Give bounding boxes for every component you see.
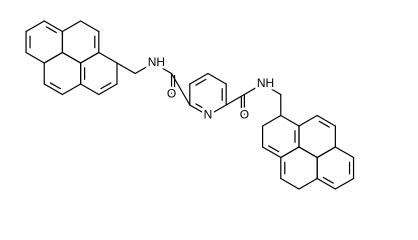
bond xyxy=(262,114,282,127)
bond xyxy=(189,104,209,117)
bonds xyxy=(25,20,355,190)
bond xyxy=(322,176,334,184)
bond xyxy=(25,51,45,64)
bond xyxy=(207,72,227,85)
bond xyxy=(43,20,64,33)
bond xyxy=(316,146,336,159)
bond xyxy=(334,146,355,159)
bond xyxy=(318,120,330,128)
bond xyxy=(261,83,282,96)
atom-label: NH xyxy=(148,55,165,69)
bond xyxy=(49,82,61,90)
bond xyxy=(280,177,300,190)
bond xyxy=(298,177,318,190)
bond xyxy=(243,83,264,96)
atom-label: NH xyxy=(257,76,274,90)
bond xyxy=(268,145,280,153)
bond xyxy=(25,20,45,33)
bond xyxy=(80,83,100,96)
bond xyxy=(134,62,154,75)
bond xyxy=(334,177,355,190)
bond xyxy=(43,51,64,64)
bond xyxy=(98,83,118,96)
atom-labels: NH O N O NH xyxy=(145,53,277,125)
molecule-diagram: NH O N O NH xyxy=(25,20,355,190)
atom-label: N xyxy=(204,108,213,122)
bond xyxy=(195,78,207,86)
bond xyxy=(280,114,300,127)
bond xyxy=(61,51,82,64)
bond xyxy=(61,83,82,96)
bond xyxy=(280,146,300,159)
bond xyxy=(207,104,227,117)
atom-label: O xyxy=(167,87,176,101)
bond xyxy=(298,114,318,127)
bond xyxy=(262,146,282,159)
bond xyxy=(195,103,207,111)
bond xyxy=(189,72,209,85)
bond xyxy=(116,62,136,75)
bond xyxy=(98,51,118,64)
atom-label: O xyxy=(240,108,249,122)
bond xyxy=(45,26,57,34)
bond xyxy=(61,20,82,33)
bond xyxy=(43,83,64,96)
bond xyxy=(316,114,336,127)
bond xyxy=(100,82,112,90)
bond xyxy=(152,62,173,75)
bond xyxy=(316,177,336,190)
bond xyxy=(80,20,100,33)
bond xyxy=(80,51,100,64)
bond xyxy=(298,146,318,159)
